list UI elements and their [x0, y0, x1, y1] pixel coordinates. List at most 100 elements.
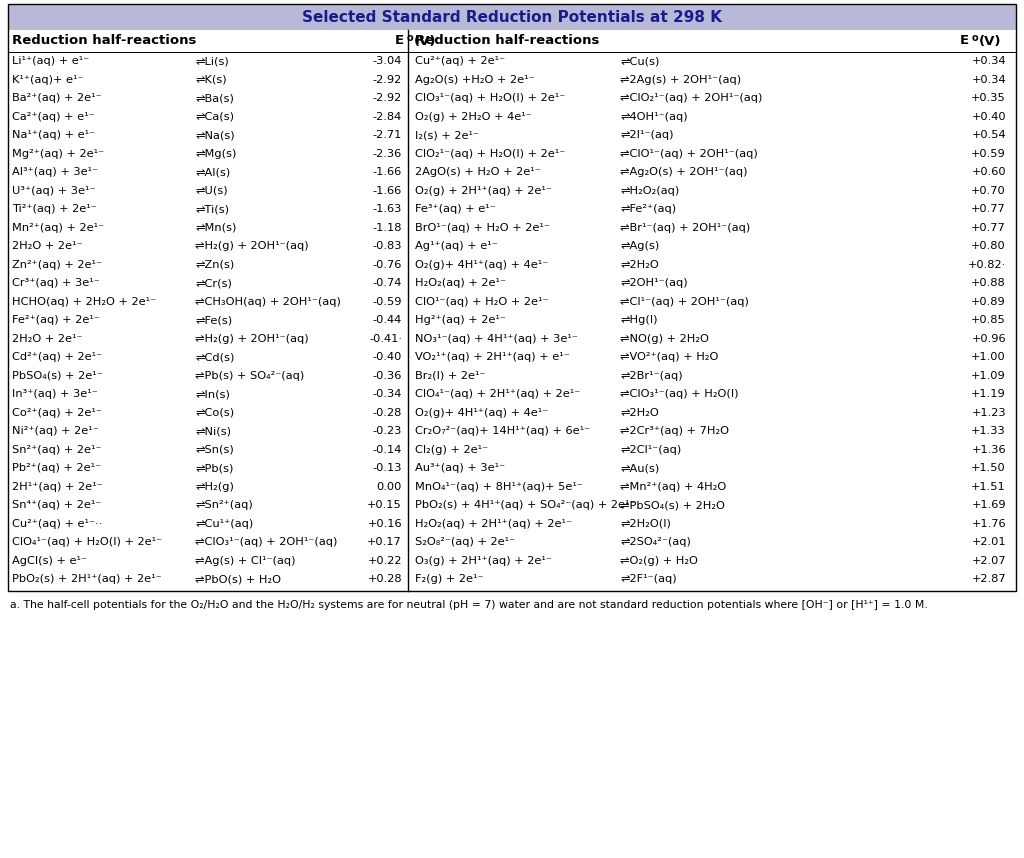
Text: ⇌Br¹⁻(aq) + 2OH¹⁻(aq): ⇌Br¹⁻(aq) + 2OH¹⁻(aq)	[620, 223, 751, 233]
Text: ⇌Sn²⁺(aq): ⇌Sn²⁺(aq)	[195, 500, 253, 511]
Text: ⇌Cd(s): ⇌Cd(s)	[195, 353, 234, 362]
Text: +1.69: +1.69	[972, 500, 1006, 511]
Text: Fe²⁺(aq) + 2e¹⁻: Fe²⁺(aq) + 2e¹⁻	[12, 315, 100, 325]
Text: O₂(g)+ 4H¹⁺(aq) + 4e¹⁻: O₂(g)+ 4H¹⁺(aq) + 4e¹⁻	[415, 408, 548, 418]
Text: +1.19: +1.19	[971, 390, 1006, 399]
Text: ⇌Hg(l): ⇌Hg(l)	[620, 315, 657, 325]
Text: Cu²⁺(aq) + 2e¹⁻: Cu²⁺(aq) + 2e¹⁻	[415, 57, 505, 66]
Text: ⇌PbSO₄(s) + 2H₂O: ⇌PbSO₄(s) + 2H₂O	[620, 500, 725, 511]
Text: 2H₂O + 2e¹⁻: 2H₂O + 2e¹⁻	[12, 334, 83, 344]
Text: ⇌Cu¹⁺(aq): ⇌Cu¹⁺(aq)	[195, 519, 253, 529]
Text: Ca²⁺(aq) + e¹⁻: Ca²⁺(aq) + e¹⁻	[12, 112, 94, 122]
Text: -0.83: -0.83	[373, 241, 402, 251]
Text: o: o	[972, 33, 979, 43]
Text: ⇌2SO₄²⁻(aq): ⇌2SO₄²⁻(aq)	[620, 537, 691, 547]
Text: +0.22: +0.22	[368, 556, 402, 565]
Text: ⇌Ba(s): ⇌Ba(s)	[195, 94, 233, 103]
Text: ⇌2H₂O: ⇌2H₂O	[620, 260, 658, 269]
Text: -0.14: -0.14	[373, 444, 402, 455]
Text: -1.18: -1.18	[373, 223, 402, 233]
Text: ClO₄¹⁻(aq) + H₂O(l) + 2e¹⁻: ClO₄¹⁻(aq) + H₂O(l) + 2e¹⁻	[12, 537, 162, 547]
Text: +0.85: +0.85	[971, 315, 1006, 325]
Text: Selected Standard Reduction Potentials at 298 K: Selected Standard Reduction Potentials a…	[302, 9, 722, 25]
Text: Sn²⁺(aq) + 2e¹⁻: Sn²⁺(aq) + 2e¹⁻	[12, 444, 101, 455]
Text: ⇌Ni(s): ⇌Ni(s)	[195, 426, 231, 436]
Text: ⇌2OH¹⁻(aq): ⇌2OH¹⁻(aq)	[620, 278, 688, 288]
Text: ⇌In(s): ⇌In(s)	[195, 390, 229, 399]
Text: +0.59: +0.59	[971, 148, 1006, 159]
Text: Reduction half-reactions: Reduction half-reactions	[415, 34, 599, 47]
Text: ⇌2H₂O: ⇌2H₂O	[620, 408, 658, 418]
Text: K¹⁺(aq)+ e¹⁻: K¹⁺(aq)+ e¹⁻	[12, 75, 84, 85]
Text: -2.92: -2.92	[373, 94, 402, 103]
Text: ⇌K(s): ⇌K(s)	[195, 75, 226, 85]
Text: (V): (V)	[979, 34, 1001, 47]
Text: +0.80: +0.80	[971, 241, 1006, 251]
Text: ⇌NO(g) + 2H₂O: ⇌NO(g) + 2H₂O	[620, 334, 709, 344]
Text: ClO₄¹⁻(aq) + 2H¹⁺(aq) + 2e¹⁻: ClO₄¹⁻(aq) + 2H¹⁺(aq) + 2e¹⁻	[415, 390, 581, 399]
Text: ⇌4OH¹⁻(aq): ⇌4OH¹⁻(aq)	[620, 112, 688, 122]
Text: Ba²⁺(aq) + 2e¹⁻: Ba²⁺(aq) + 2e¹⁻	[12, 94, 101, 103]
Text: O₂(g) + 2H¹⁺(aq) + 2e¹⁻: O₂(g) + 2H¹⁺(aq) + 2e¹⁻	[415, 185, 552, 196]
Text: ⇌H₂(g) + 2OH¹⁻(aq): ⇌H₂(g) + 2OH¹⁻(aq)	[195, 334, 308, 344]
Text: O₂(g)+ 4H¹⁺(aq) + 4e¹⁻: O₂(g)+ 4H¹⁺(aq) + 4e¹⁻	[415, 260, 548, 269]
Text: ⇌Pb(s) + SO₄²⁻(aq): ⇌Pb(s) + SO₄²⁻(aq)	[195, 371, 304, 381]
Text: -0.23: -0.23	[373, 426, 402, 436]
Text: ⇌Ag(s): ⇌Ag(s)	[620, 241, 659, 251]
Text: Cr₂O₇²⁻(aq)+ 14H¹⁺(aq) + 6e¹⁻: Cr₂O₇²⁻(aq)+ 14H¹⁺(aq) + 6e¹⁻	[415, 426, 590, 436]
Text: Ti²⁺(aq) + 2e¹⁻: Ti²⁺(aq) + 2e¹⁻	[12, 204, 96, 214]
Text: ⇌Au(s): ⇌Au(s)	[620, 463, 659, 474]
Text: Cu²⁺(aq) + e¹⁻··: Cu²⁺(aq) + e¹⁻··	[12, 519, 102, 529]
Text: +2.07: +2.07	[972, 556, 1006, 565]
Text: In³⁺(aq) + 3e¹⁻: In³⁺(aq) + 3e¹⁻	[12, 390, 97, 399]
Text: ⇌2Cr³⁺(aq) + 7H₂O: ⇌2Cr³⁺(aq) + 7H₂O	[620, 426, 729, 436]
Text: ⇌Na(s): ⇌Na(s)	[195, 130, 234, 140]
Text: -0.59: -0.59	[373, 297, 402, 307]
Text: o: o	[407, 33, 414, 43]
Text: -0.28: -0.28	[373, 408, 402, 418]
Text: ⇌2F¹⁻(aq): ⇌2F¹⁻(aq)	[620, 574, 677, 584]
Text: ⇌Cu(s): ⇌Cu(s)	[620, 57, 659, 66]
Text: +0.34: +0.34	[972, 75, 1006, 85]
Text: Sn⁴⁺(aq) + 2e¹⁻: Sn⁴⁺(aq) + 2e¹⁻	[12, 500, 101, 511]
Text: ⇌2Ag(s) + 2OH¹⁻(aq): ⇌2Ag(s) + 2OH¹⁻(aq)	[620, 75, 741, 85]
Text: +1.51: +1.51	[971, 481, 1006, 492]
Text: +0.89: +0.89	[971, 297, 1006, 307]
Text: ⇌2I¹⁻(aq): ⇌2I¹⁻(aq)	[620, 130, 674, 140]
Text: ⇌H₂(g) + 2OH¹⁻(aq): ⇌H₂(g) + 2OH¹⁻(aq)	[195, 241, 308, 251]
Text: Co²⁺(aq) + 2e¹⁻: Co²⁺(aq) + 2e¹⁻	[12, 408, 101, 418]
Text: MnO₄¹⁻(aq) + 8H¹⁺(aq)+ 5e¹⁻: MnO₄¹⁻(aq) + 8H¹⁺(aq)+ 5e¹⁻	[415, 481, 583, 492]
Text: ClO₃¹⁻(aq) + H₂O(l) + 2e¹⁻: ClO₃¹⁻(aq) + H₂O(l) + 2e¹⁻	[415, 94, 565, 103]
Text: E: E	[961, 34, 969, 47]
Text: +2.01: +2.01	[972, 537, 1006, 547]
Text: ⇌H₂(g): ⇌H₂(g)	[195, 481, 233, 492]
Text: ⇌VO²⁺(aq) + H₂O: ⇌VO²⁺(aq) + H₂O	[620, 353, 719, 362]
Text: +0.70: +0.70	[971, 185, 1006, 196]
Text: +0.28: +0.28	[368, 574, 402, 584]
Text: PbSO₄(s) + 2e¹⁻: PbSO₄(s) + 2e¹⁻	[12, 371, 102, 381]
Text: ⇌ClO¹⁻(aq) + 2OH¹⁻(aq): ⇌ClO¹⁻(aq) + 2OH¹⁻(aq)	[620, 148, 758, 159]
Text: ⇌Al(s): ⇌Al(s)	[195, 167, 230, 178]
Text: S₂O₈²⁻(aq) + 2e¹⁻: S₂O₈²⁻(aq) + 2e¹⁻	[415, 537, 515, 547]
Text: Cr³⁺(aq) + 3e¹⁻: Cr³⁺(aq) + 3e¹⁻	[12, 278, 99, 288]
Text: Ni²⁺(aq) + 2e¹⁻: Ni²⁺(aq) + 2e¹⁻	[12, 426, 98, 436]
Text: ⇌Ca(s): ⇌Ca(s)	[195, 112, 234, 122]
Text: +0.60: +0.60	[972, 167, 1006, 178]
Text: Cd²⁺(aq) + 2e¹⁻: Cd²⁺(aq) + 2e¹⁻	[12, 353, 102, 362]
Bar	[8, 4, 1016, 30]
Text: I₂(s) + 2e¹⁻: I₂(s) + 2e¹⁻	[415, 130, 479, 140]
Text: Al³⁺(aq) + 3e¹⁻: Al³⁺(aq) + 3e¹⁻	[12, 167, 98, 178]
Text: -2.84: -2.84	[373, 112, 402, 122]
Text: +0.35: +0.35	[971, 94, 1006, 103]
Text: VO₂¹⁺(aq) + 2H¹⁺(aq) + e¹⁻: VO₂¹⁺(aq) + 2H¹⁺(aq) + e¹⁻	[415, 353, 569, 362]
Text: Cl₂(g) + 2e¹⁻: Cl₂(g) + 2e¹⁻	[415, 444, 488, 455]
Text: -0.76: -0.76	[373, 260, 402, 269]
Text: -2.92: -2.92	[373, 75, 402, 85]
Text: +1.76: +1.76	[972, 519, 1006, 529]
Text: ⇌CH₃OH(aq) + 2OH¹⁻(aq): ⇌CH₃OH(aq) + 2OH¹⁻(aq)	[195, 297, 341, 307]
Text: Br₂(l) + 2e¹⁻: Br₂(l) + 2e¹⁻	[415, 371, 485, 381]
Text: ⇌Mn(s): ⇌Mn(s)	[195, 223, 237, 233]
Text: ⇌ClO₃¹⁻(aq) + 2OH¹⁻(aq): ⇌ClO₃¹⁻(aq) + 2OH¹⁻(aq)	[195, 537, 337, 547]
Text: HCHO(aq) + 2H₂O + 2e¹⁻: HCHO(aq) + 2H₂O + 2e¹⁻	[12, 297, 156, 307]
Text: AgCl(s) + e¹⁻: AgCl(s) + e¹⁻	[12, 556, 87, 565]
